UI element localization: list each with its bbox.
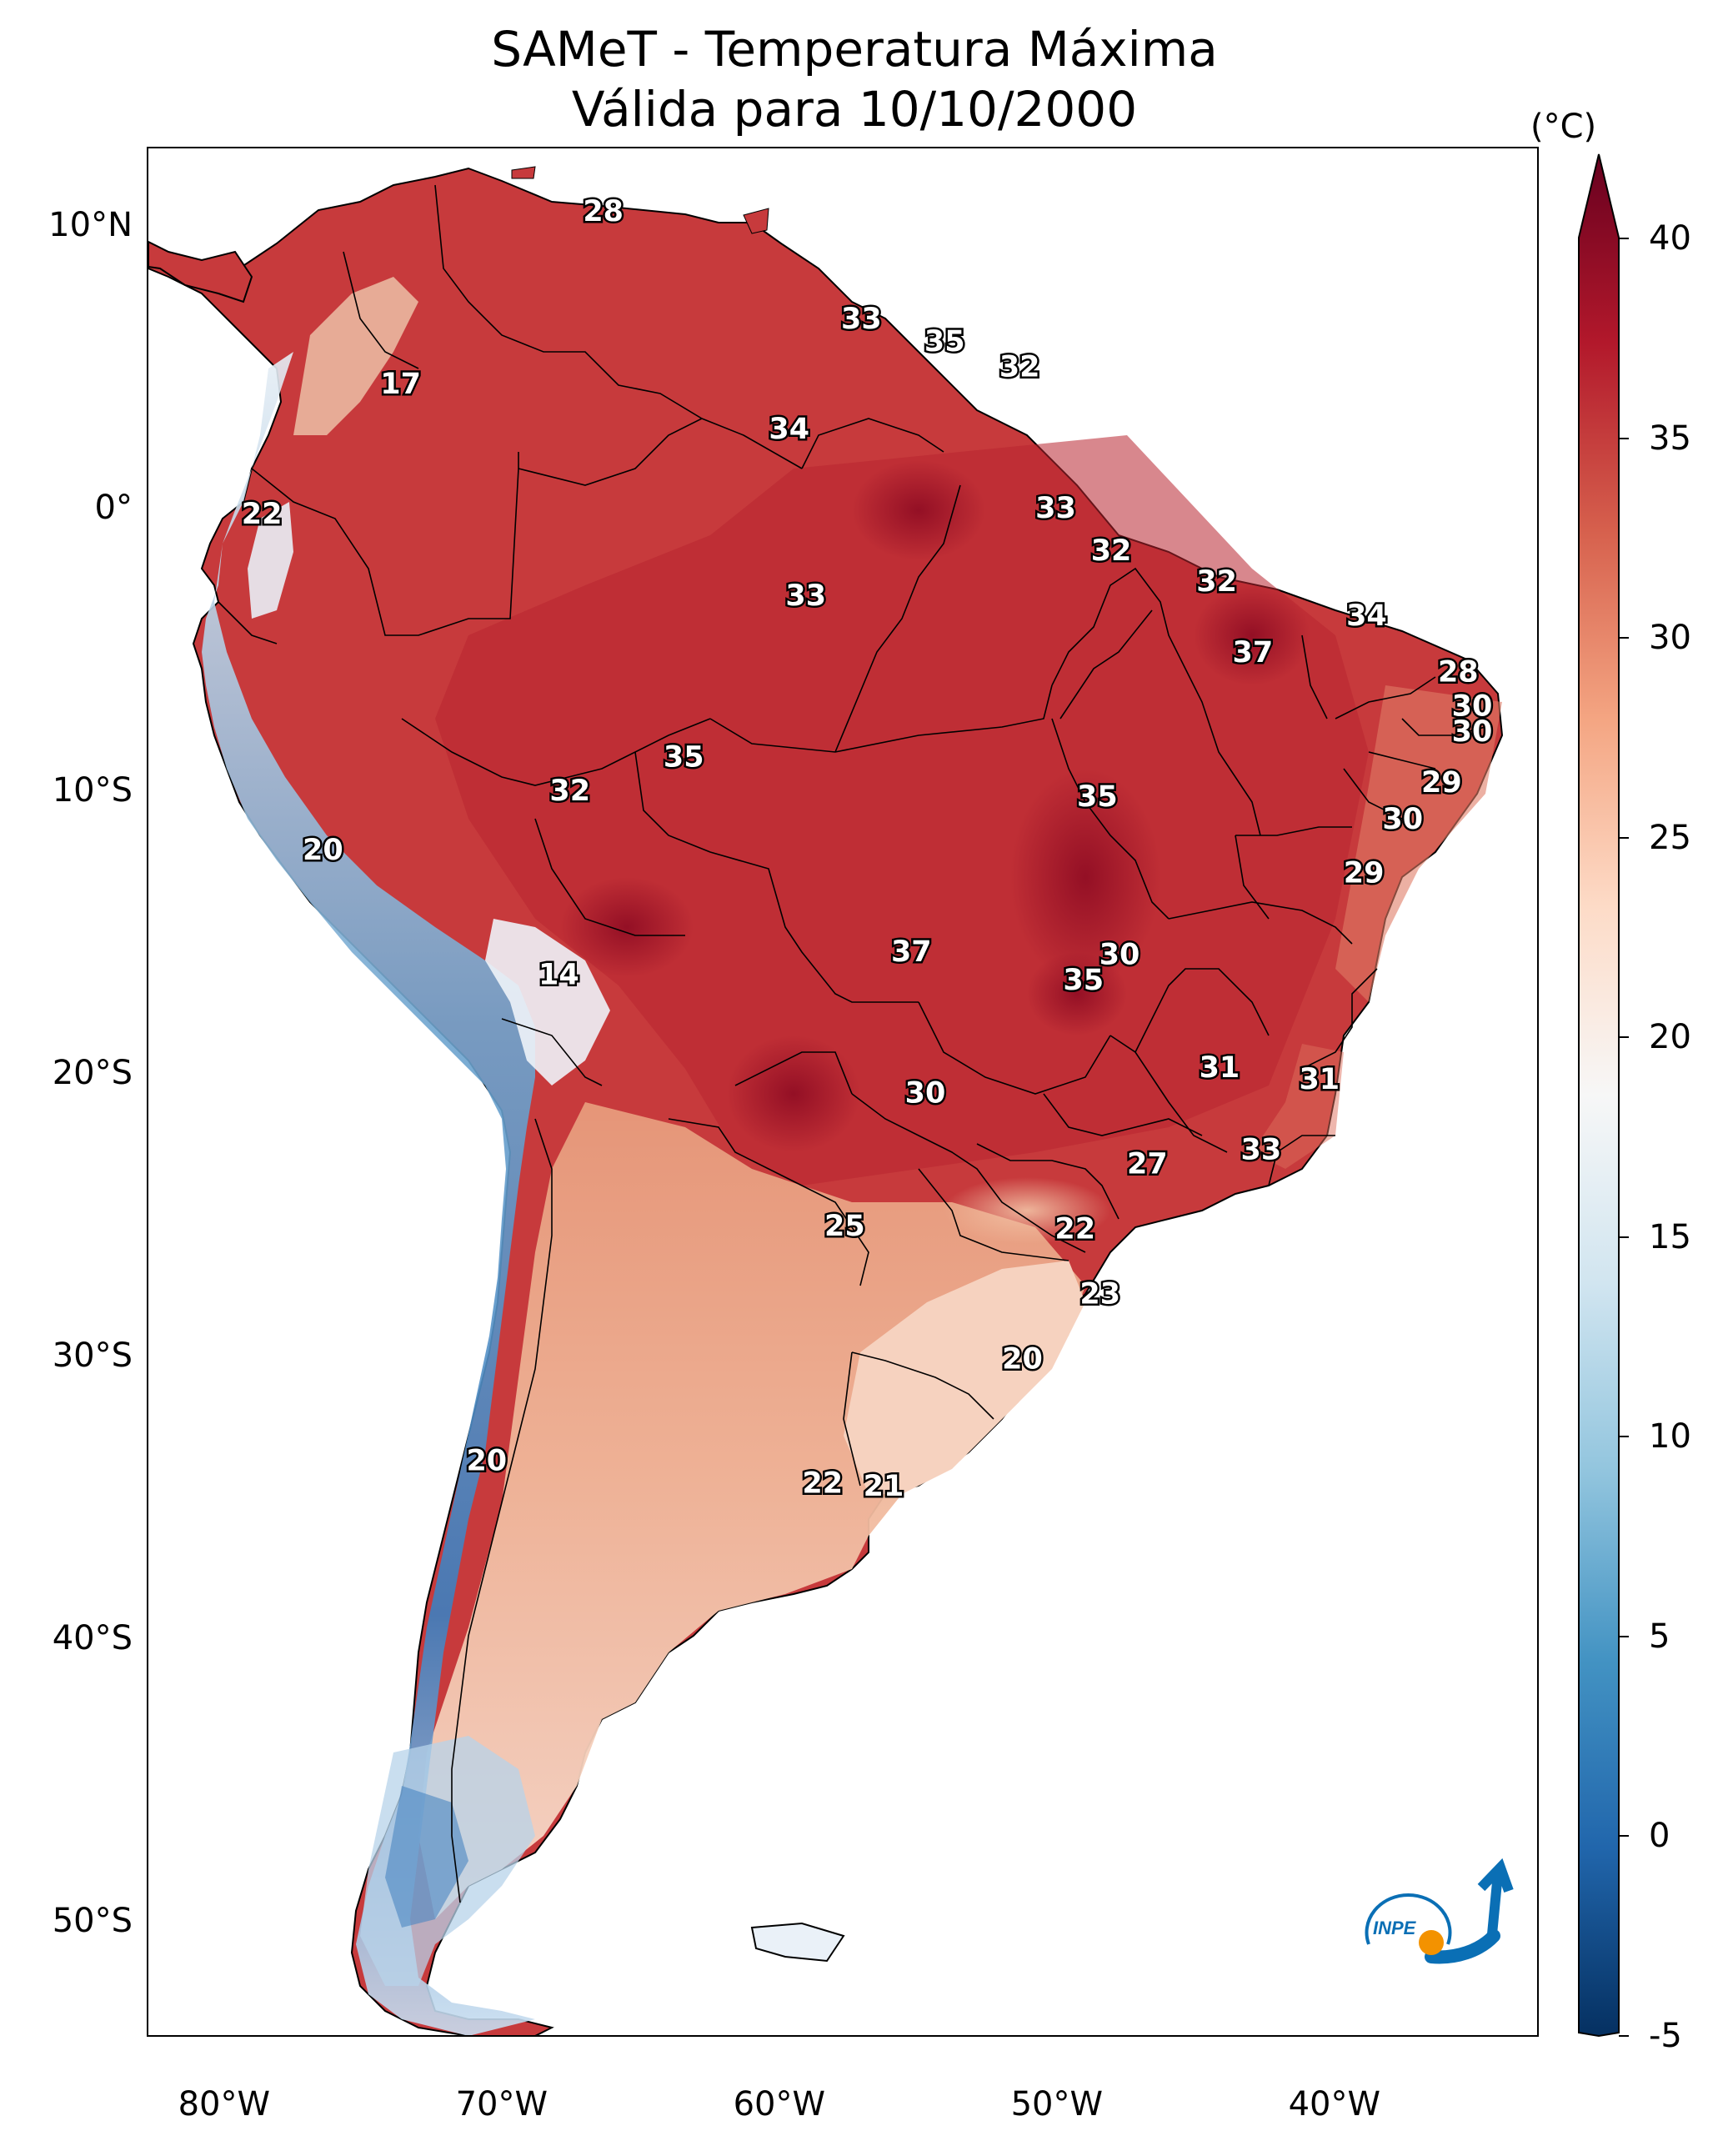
brazil-interior-shading <box>435 435 1369 1186</box>
southern-cone-shading <box>418 1102 1085 1919</box>
contour-label: 33 <box>785 579 826 613</box>
hotspot-northeast <box>1194 585 1310 685</box>
contour-label: 35 <box>1063 964 1104 997</box>
contour-label: 29 <box>1421 766 1462 800</box>
colorbar-tick-label: 15 <box>1649 1217 1691 1256</box>
contour-label: 37 <box>891 935 932 969</box>
contour-label: 31 <box>1299 1063 1340 1096</box>
chart-subtitle: Válida para 10/10/2000 <box>571 81 1138 138</box>
falkland-islands <box>750 1922 845 1963</box>
latitude-tick-label: 0° <box>94 489 133 527</box>
contour-label: 22 <box>1054 1212 1095 1246</box>
colorbar-tick-label: 5 <box>1649 1617 1670 1656</box>
colorbar-tick-label: 25 <box>1649 818 1691 857</box>
colorbar-ticks <box>1619 238 1629 2037</box>
hotspot-mato-grosso <box>1010 769 1160 985</box>
contour-label: 32 <box>1196 565 1237 599</box>
colorbar-unit: (°C) <box>1530 108 1597 146</box>
caribbean-islands <box>511 166 769 234</box>
contour-label: 25 <box>824 1210 865 1243</box>
colorbar-bar <box>1578 153 1620 2038</box>
contour-label: 28 <box>1438 656 1479 689</box>
logo-text: INPE <box>1373 1918 1417 1938</box>
contour-label: 34 <box>769 413 809 446</box>
latitude-tick-label: 20°S <box>52 1054 133 1092</box>
contour-label: 20 <box>466 1444 507 1477</box>
longitude-tick-label: 60°W <box>733 2085 826 2123</box>
ecuador-andes-shading <box>248 502 293 619</box>
hotspot-chaco <box>727 1035 860 1152</box>
map-panel: INPE 28 33 35 32 17 34 22 33 32 32 33 34 37 28 30 30 35 3… <box>147 147 1539 2037</box>
colorbar-tick-label: 35 <box>1649 419 1691 458</box>
contour-label: 20 <box>303 834 343 867</box>
colorbar <box>1578 153 1629 2038</box>
contour-label: 17 <box>380 368 421 401</box>
contour-label: 30 <box>1452 689 1493 723</box>
contour-label: 34 <box>1346 599 1387 633</box>
contour-label: 22 <box>802 1467 843 1501</box>
contour-label: 35 <box>1077 780 1118 814</box>
colorbar-tick-label: 40 <box>1649 219 1691 258</box>
contour-label: 32 <box>549 775 590 808</box>
contour-label: 30 <box>905 1077 946 1111</box>
contour-label: 20 <box>1002 1342 1043 1376</box>
contour-label: 29 <box>1344 856 1385 890</box>
contour-label: 35 <box>664 740 704 774</box>
peru-bolivia-altiplano <box>485 919 610 1086</box>
colombia-andes-shading <box>293 277 418 435</box>
northeast-coast-shading <box>1335 685 1502 1002</box>
latitude-tick-label: 30°S <box>52 1336 133 1375</box>
colorbar-tick-label: 0 <box>1649 1817 1670 1856</box>
latitude-tick-label: 10°N <box>48 206 133 244</box>
south-brazil-warm <box>944 1177 1110 1244</box>
latitude-tick-label: 40°S <box>52 1619 133 1657</box>
contour-label: 33 <box>841 303 882 336</box>
contour-label: 30 <box>1099 939 1140 972</box>
colorbar-tick-label: 20 <box>1649 1018 1691 1057</box>
contour-label: 35 <box>924 325 965 358</box>
longitude-tick-label: 40°W <box>1288 2085 1381 2123</box>
contour-label: 22 <box>242 498 283 531</box>
contour-label: 33 <box>1241 1134 1282 1167</box>
longitude-tick-label: 80°W <box>178 2085 271 2123</box>
contour-label: 23 <box>1079 1277 1120 1311</box>
contour-label: 28 <box>583 195 624 228</box>
uruguay-pale-shading <box>844 1261 1085 1494</box>
contour-label: 21 <box>864 1470 904 1503</box>
hotspot-amazon <box>852 460 985 560</box>
chart-title: SAMeT - Temperatura Máxima <box>491 21 1218 78</box>
latitude-tick-label: 50°S <box>52 1902 133 1940</box>
colorbar-tick-label: -5 <box>1649 2017 1682 2055</box>
southeast-coast-shading <box>1252 1044 1344 1169</box>
central-america-isthmus <box>148 240 253 303</box>
latitude-tick-label: 10°S <box>52 771 133 810</box>
contour-label: 33 <box>1035 492 1076 525</box>
contour-label: 32 <box>999 351 1040 384</box>
hotspot-bolivia <box>560 877 694 977</box>
patagonia-deep-cold <box>385 1786 468 1928</box>
contour-label: 27 <box>1127 1147 1168 1181</box>
contour-label: 31 <box>1200 1051 1240 1085</box>
contour-label: 32 <box>1091 534 1132 568</box>
longitude-tick-label: 70°W <box>455 2085 548 2123</box>
longitude-tick-label: 50°W <box>1010 2085 1104 2123</box>
inpe-logo: INPE <box>1365 1858 1514 1964</box>
colorbar-tick-label: 10 <box>1649 1417 1691 1457</box>
contour-label: 30 <box>1382 803 1423 836</box>
contour-label: 30 <box>1452 715 1493 749</box>
contour-label: 37 <box>1233 636 1274 669</box>
logo-orange-dot <box>1419 1930 1444 1955</box>
contour-label: 14 <box>538 958 579 991</box>
colorbar-tick-label: 30 <box>1649 619 1691 658</box>
political-borders <box>218 184 1486 1903</box>
hotspot-goias <box>1027 952 1127 1035</box>
